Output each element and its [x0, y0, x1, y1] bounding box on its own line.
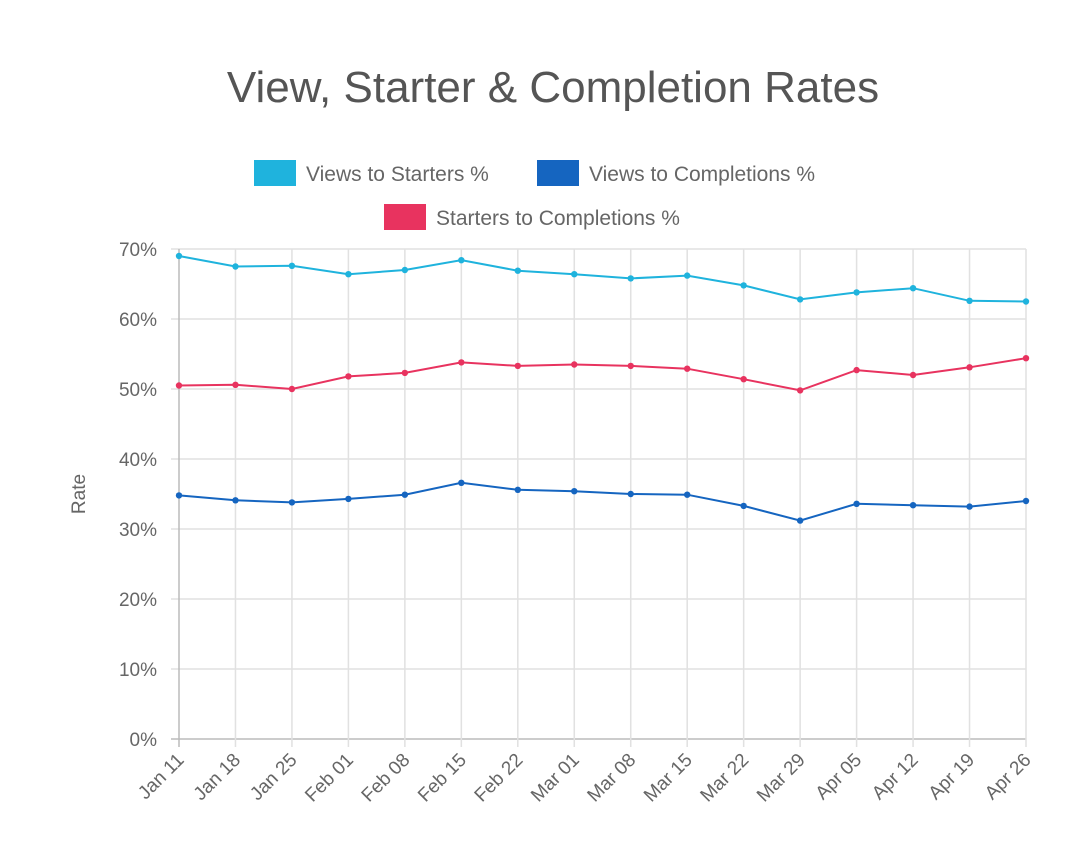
- y-tick-label: 20%: [119, 590, 157, 611]
- x-tick-label: Mar 29: [753, 750, 810, 807]
- series-line: [178, 255, 1027, 303]
- x-tick-label: Apr 26: [981, 750, 1035, 804]
- x-axis: Jan 11 Jan 18 Jan 25 Feb 01 Feb 08 Feb 15 Feb …: [134, 750, 1035, 807]
- data-point: [514, 267, 521, 274]
- legend-label: Views to Starters %: [306, 163, 489, 186]
- data-point: [796, 517, 804, 524]
- data-point: [175, 252, 183, 260]
- data-point: [627, 275, 634, 282]
- x-tick-label: Mar 15: [640, 750, 697, 807]
- data-point: [232, 497, 239, 504]
- data-point: [740, 282, 747, 289]
- x-tick-label: Mar 22: [697, 750, 754, 807]
- data-point: [401, 266, 409, 274]
- legend-swatch: [254, 160, 296, 186]
- x-tick-label: Jan 18: [190, 750, 245, 805]
- y-tick-label: 60%: [119, 310, 157, 331]
- data-point: [684, 491, 691, 498]
- data-point: [1022, 497, 1030, 505]
- x-tick-label: Feb 15: [414, 750, 471, 807]
- legend-swatch: [537, 160, 579, 186]
- data-point: [401, 369, 409, 377]
- chart-title: View, Starter & Completion Rates: [227, 63, 879, 112]
- data-point: [909, 285, 917, 292]
- data-point: [175, 492, 183, 499]
- y-tick-label: 10%: [119, 660, 157, 681]
- data-point: [740, 376, 747, 383]
- data-point: [458, 479, 465, 486]
- x-tick-label: Jan 25: [246, 750, 301, 805]
- series-line: [178, 357, 1027, 392]
- series-group: [175, 252, 1030, 524]
- series-0: [175, 252, 1030, 305]
- data-point: [458, 257, 465, 264]
- x-tick-label: Feb 01: [301, 750, 358, 807]
- data-point: [571, 271, 578, 278]
- y-tick-label: 0%: [130, 730, 158, 751]
- data-point: [175, 382, 183, 389]
- legend-swatch: [384, 204, 426, 230]
- x-tick-label: Jan 11: [134, 750, 188, 804]
- legend-item-0[interactable]: Views to Starters %: [254, 160, 489, 186]
- data-point: [345, 373, 352, 380]
- data-point: [288, 385, 296, 393]
- data-point: [966, 503, 973, 510]
- data-point: [288, 499, 296, 506]
- series-1: [175, 479, 1030, 524]
- x-tick-label: Apr 19: [925, 750, 979, 804]
- x-tick-label: Feb 22: [471, 750, 528, 807]
- legend: Views to Starters % Views to Completions …: [254, 160, 815, 230]
- data-point: [345, 271, 352, 278]
- legend-label: Starters to Completions %: [436, 207, 680, 230]
- legend-label: Views to Completions %: [589, 163, 815, 186]
- y-axis-label: Rate: [69, 474, 90, 514]
- data-point: [740, 502, 747, 510]
- data-point: [345, 495, 352, 503]
- data-point: [796, 296, 804, 303]
- data-point: [514, 486, 521, 493]
- data-point: [514, 362, 521, 370]
- y-axis: 0% 10% 20% 30% 40% 50% 60% 70%: [119, 240, 157, 751]
- data-point: [966, 297, 973, 304]
- data-point: [232, 381, 239, 388]
- data-point: [909, 502, 917, 509]
- x-tick-label: Mar 08: [584, 750, 641, 807]
- data-point: [684, 365, 691, 372]
- data-point: [853, 289, 860, 296]
- data-point: [571, 361, 578, 368]
- data-point: [627, 362, 634, 370]
- data-point: [627, 490, 634, 498]
- y-tick-label: 50%: [119, 380, 157, 401]
- data-point: [853, 366, 860, 374]
- series-2: [175, 355, 1030, 394]
- data-point: [458, 359, 465, 366]
- data-point: [232, 263, 239, 270]
- y-tick-label: 40%: [119, 450, 157, 471]
- x-tick-label: Apr 05: [812, 750, 866, 804]
- series-line: [178, 481, 1027, 522]
- x-tick-label: Mar 01: [527, 750, 584, 807]
- data-point: [1022, 355, 1030, 362]
- data-point: [853, 500, 860, 507]
- x-tick-label: Feb 08: [358, 750, 415, 807]
- data-point: [401, 491, 409, 498]
- legend-item-1[interactable]: Views to Completions %: [537, 160, 815, 186]
- data-point: [796, 387, 804, 394]
- x-tick-label: Apr 12: [868, 750, 922, 804]
- data-point: [288, 262, 296, 269]
- data-point: [1022, 298, 1030, 305]
- legend-item-2[interactable]: Starters to Completions %: [384, 204, 680, 230]
- grid: [171, 248, 1027, 747]
- data-point: [571, 488, 578, 495]
- y-tick-label: 70%: [119, 240, 157, 261]
- y-tick-label: 30%: [119, 520, 157, 541]
- data-point: [684, 272, 691, 279]
- data-point: [909, 371, 917, 379]
- data-point: [966, 364, 973, 371]
